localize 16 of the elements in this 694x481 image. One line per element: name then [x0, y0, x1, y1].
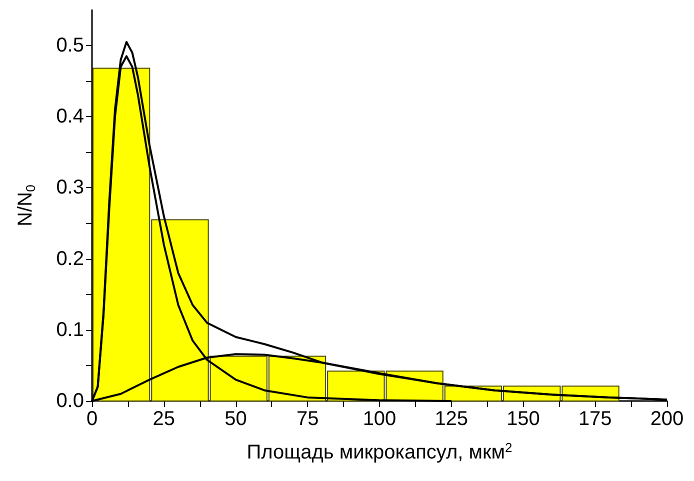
- y-tick-label: 0.0: [56, 390, 84, 412]
- x-tick-label: 100: [362, 408, 396, 430]
- y-tick-label: 0.2: [56, 248, 84, 270]
- x-tick-label: 150: [506, 408, 540, 430]
- x-tick-label: 125: [434, 408, 468, 430]
- x-tick-label: 50: [224, 408, 247, 430]
- x-tick-label: 175: [578, 408, 612, 430]
- y-axis-title: N/N0: [14, 184, 38, 226]
- x-tick-label: 75: [296, 408, 319, 430]
- y-tick-label: 0.4: [56, 106, 84, 128]
- y-tick-label: 0.5: [56, 34, 84, 57]
- x-tick-label: 200: [650, 408, 684, 430]
- x-tick-label: 25: [152, 408, 175, 430]
- y-tick-label: 0.3: [56, 176, 84, 199]
- x-tick-label: 0: [86, 408, 98, 430]
- y-tick-label: 0.1: [56, 318, 84, 341]
